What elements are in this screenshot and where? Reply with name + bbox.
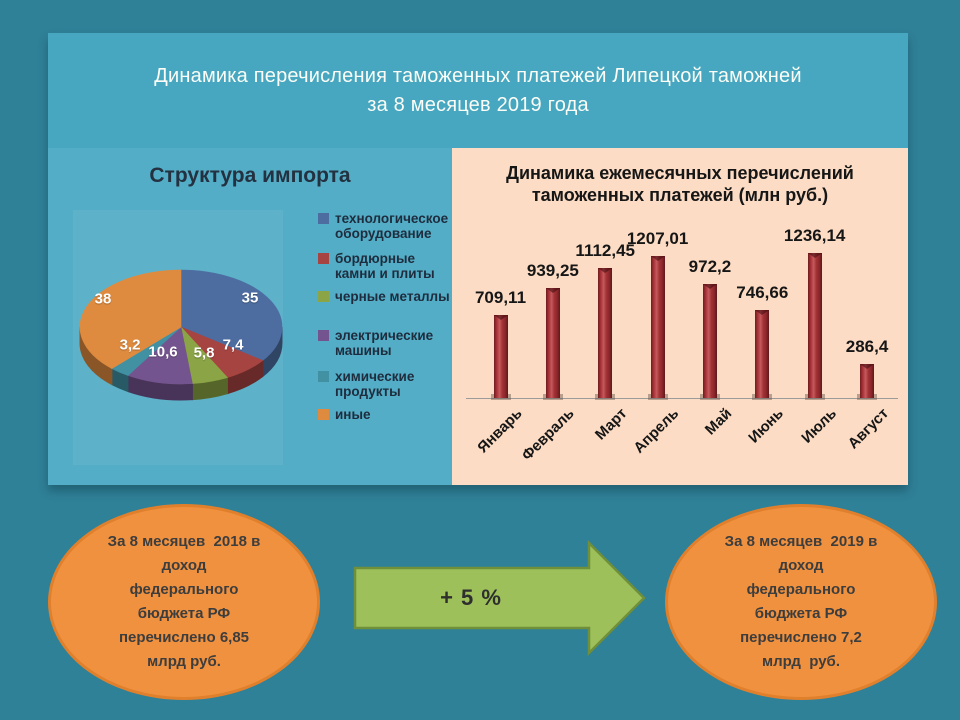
pie-value-label-3: 10,6 [148,343,178,361]
bar-Январь [493,314,508,398]
legend-item-0: технологическое оборудование [318,211,450,241]
pie-value-label-4: 3,2 [119,336,141,354]
month-label-1: Февраль [518,405,578,465]
bar-Апрель [650,256,665,398]
callout-2018: За 8 месяцев 2018 в доход федерального б… [48,504,320,700]
legend-label-0: технологическое оборудование [335,211,449,241]
legend-swatch-1 [318,253,329,264]
pie-value-label-0: 35 [241,289,259,307]
pie-slice-5 [79,269,182,369]
callout-2018-text: За 8 месяцев 2018 в доход федерального б… [107,533,261,670]
pie-chart [79,269,283,401]
bar-value-label-0: 709,11 [474,287,527,307]
growth-percentage-label: + 5 % [440,585,502,610]
legend-item-1: бордюрные камни и плиты [318,251,450,281]
pie-chart-title: Структура импорта [149,164,351,187]
month-label-2: Март [591,405,631,444]
arrow-shape [353,539,646,657]
legend-label-2: черные металлы [335,289,450,304]
bar-chart-title: Динамика ежемесячных перечислений таможе… [506,163,854,205]
month-label-6: Июль [797,405,840,447]
bar-chart: 709,11 Январь 939,25 Февраль 1112,45 Март 1207… [452,148,908,485]
import-structure-panel: Структура импорта 35 7,4 5,8 10,6 3,2 38 техн… [48,148,452,485]
legend-swatch-2 [318,291,329,302]
legend-swatch-5 [318,409,329,420]
bar-Август [860,364,875,398]
bar-value-label-1: 939,25 [526,260,579,280]
legend-swatch-3 [318,330,329,341]
bar-value-label-3: 1207,01 [626,229,689,249]
legend-label-3: электрические машины [335,328,434,358]
x-axis-line [466,398,898,399]
pie-slice-0 [180,269,283,361]
month-label-3: Апрель [630,405,683,457]
pie-value-label-5: 38 [94,290,112,308]
bar-value-label-2: 1112,45 [575,240,635,260]
legend-item-4: химические продукты [318,369,450,399]
bar-value-label-5: 746,66 [736,283,789,303]
bar-Март [598,267,613,398]
slide-title: Динамика перечисления таможенных платеже… [154,64,802,116]
legend-label-1: бордюрные камни и плиты [335,251,435,281]
bar-Июль [807,253,822,398]
bar-value-label-7: 286,4 [845,337,889,357]
month-label-5: Июнь [745,405,788,447]
pie-slice-3 [127,326,193,385]
legend-label-4: химические продукты [335,369,415,399]
legend-item-5: иные [318,407,450,422]
legend-swatch-4 [318,371,329,382]
slide-header: Динамика перечисления таможенных платеже… [48,33,908,148]
legend-label-5: иные [335,407,371,422]
month-label-4: Май [701,405,735,439]
legend-item-3: электрические машины [318,328,450,358]
legend-item-2: черные металлы [318,289,450,304]
bar-Февраль [545,287,560,398]
bar-value-label-4: 972,2 [688,256,732,276]
month-label-7: Август [844,405,893,453]
month-label-0: Январь [474,405,526,457]
monthly-payments-panel: Динамика ежемесячных перечислений таможе… [452,148,908,485]
legend-swatch-0 [318,213,329,224]
callout-2019: За 8 месяцев 2019 в доход федерального б… [665,504,937,700]
bar-Июнь [755,310,770,398]
bar-value-label-6: 1236,14 [783,226,846,245]
bar-Май [702,283,717,398]
growth-arrow [353,539,646,657]
pie-value-label-2: 5,8 [193,344,215,362]
callout-2019-text: За 8 месяцев 2019 в доход федерального б… [724,533,878,670]
pie-value-label-1: 7,4 [222,336,244,354]
content-block: Динамика перечисления таможенных платеже… [48,33,908,485]
